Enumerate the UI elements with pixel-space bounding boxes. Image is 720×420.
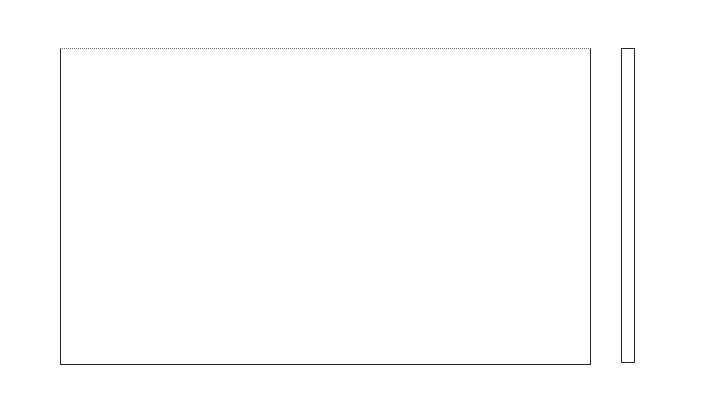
plot-area (60, 48, 591, 365)
colorbar-gradient (621, 48, 635, 363)
colorbar-label (688, 48, 718, 363)
